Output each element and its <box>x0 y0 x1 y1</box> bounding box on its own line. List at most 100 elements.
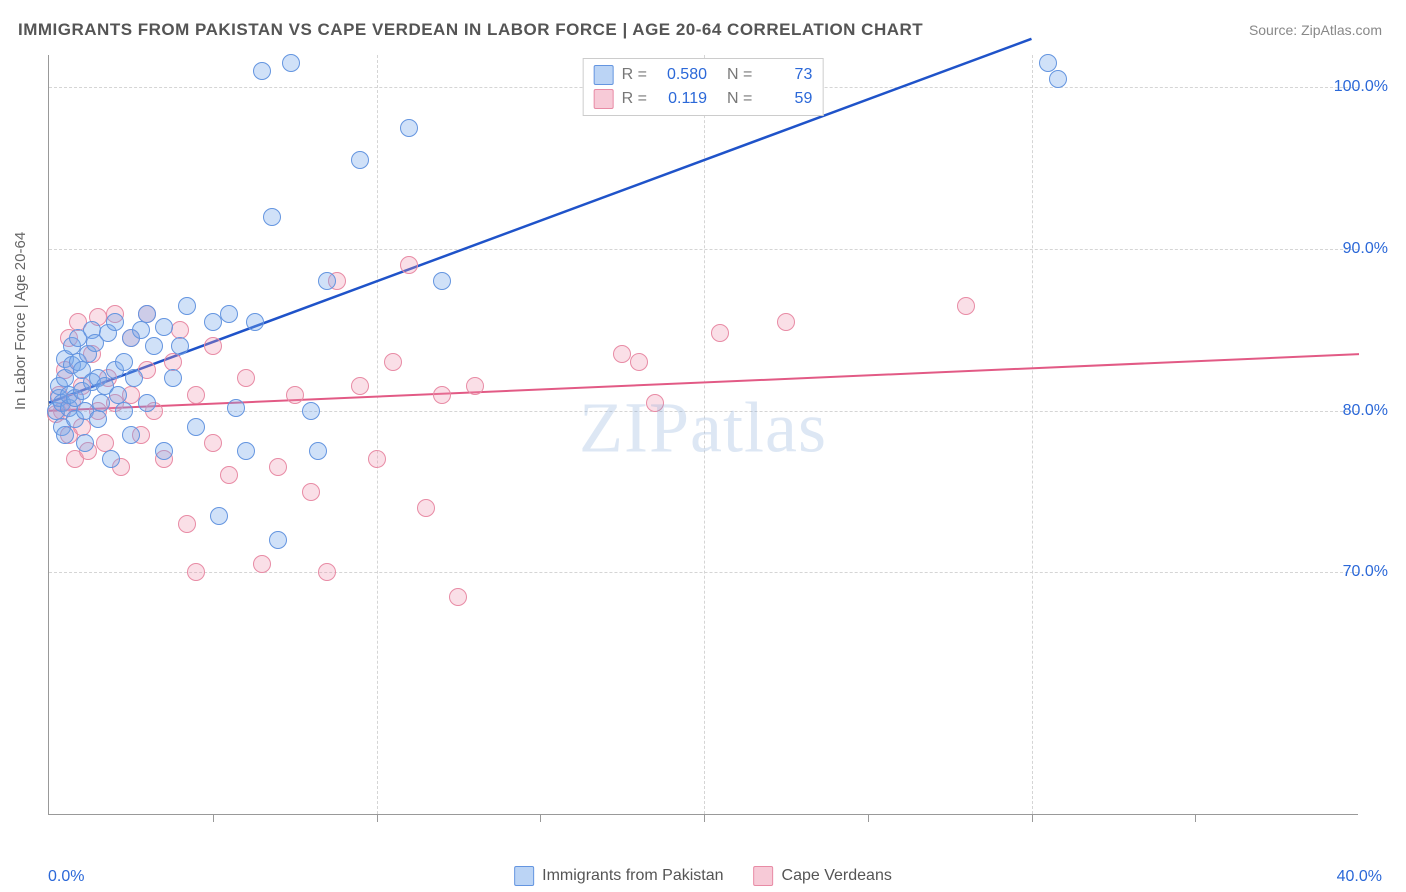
scatter-point <box>106 313 124 331</box>
scatter-point <box>711 324 729 342</box>
scatter-point <box>92 394 110 412</box>
swatch-pink-icon <box>754 866 774 886</box>
trend-line <box>49 39 1032 403</box>
gridline-v <box>704 55 705 814</box>
scatter-point <box>187 418 205 436</box>
y-axis-label: In Labor Force | Age 20-64 <box>12 232 29 410</box>
scatter-point <box>187 563 205 581</box>
scatter-point <box>351 377 369 395</box>
series-legend: Immigrants from Pakistan Cape Verdeans <box>514 866 892 886</box>
scatter-point <box>263 208 281 226</box>
scatter-point <box>204 313 222 331</box>
scatter-point <box>449 588 467 606</box>
r-label: R = <box>622 63 647 87</box>
scatter-point <box>646 394 664 412</box>
r-value-pink: 0.119 <box>655 87 707 111</box>
scatter-point <box>1039 54 1057 72</box>
n-label: N = <box>727 87 752 111</box>
scatter-point <box>178 297 196 315</box>
swatch-pink-icon <box>594 89 614 109</box>
x-minor-tick <box>540 814 541 822</box>
x-minor-tick <box>704 814 705 822</box>
x-tick-label: 40.0% <box>1337 868 1382 886</box>
scatter-point <box>76 434 94 452</box>
scatter-point <box>89 410 107 428</box>
scatter-point <box>237 369 255 387</box>
x-minor-tick <box>213 814 214 822</box>
scatter-point <box>138 305 156 323</box>
x-minor-tick <box>377 814 378 822</box>
scatter-point <box>777 313 795 331</box>
y-tick-label: 90.0% <box>1343 240 1388 258</box>
scatter-point <box>400 119 418 137</box>
swatch-blue-icon <box>514 866 534 886</box>
scatter-point <box>171 337 189 355</box>
scatter-point <box>220 466 238 484</box>
scatter-point <box>253 62 271 80</box>
scatter-point <box>433 272 451 290</box>
scatter-point <box>187 386 205 404</box>
scatter-point <box>957 297 975 315</box>
scatter-point <box>384 353 402 371</box>
x-tick-label: 0.0% <box>48 868 84 886</box>
scatter-point <box>155 318 173 336</box>
n-value-pink: 59 <box>760 87 812 111</box>
legend-label: Cape Verdeans <box>782 867 892 885</box>
r-label: R = <box>622 87 647 111</box>
legend-label: Immigrants from Pakistan <box>542 867 723 885</box>
scatter-point <box>204 337 222 355</box>
scatter-point <box>286 386 304 404</box>
scatter-point <box>318 272 336 290</box>
scatter-point <box>302 402 320 420</box>
scatter-point <box>368 450 386 468</box>
scatter-point <box>269 458 287 476</box>
scatter-point <box>630 353 648 371</box>
scatter-point <box>433 386 451 404</box>
scatter-point <box>400 256 418 274</box>
n-label: N = <box>727 63 752 87</box>
scatter-point <box>237 442 255 460</box>
gridline-v <box>377 55 378 814</box>
x-minor-tick <box>1032 814 1033 822</box>
scatter-point <box>466 377 484 395</box>
correlation-legend: R = 0.580 N = 73 R = 0.119 N = 59 <box>583 58 824 116</box>
scatter-point <box>253 555 271 573</box>
swatch-blue-icon <box>594 65 614 85</box>
scatter-point <box>246 313 264 331</box>
legend-row-blue: R = 0.580 N = 73 <box>594 63 813 87</box>
scatter-point <box>220 305 238 323</box>
scatter-point <box>351 151 369 169</box>
plot-area <box>48 55 1358 815</box>
scatter-point <box>115 402 133 420</box>
n-value-blue: 73 <box>760 63 812 87</box>
x-minor-tick <box>1195 814 1196 822</box>
scatter-point <box>417 499 435 517</box>
legend-row-pink: R = 0.119 N = 59 <box>594 87 813 111</box>
scatter-point <box>145 337 163 355</box>
scatter-point <box>309 442 327 460</box>
scatter-point <box>613 345 631 363</box>
chart-title: IMMIGRANTS FROM PAKISTAN VS CAPE VERDEAN… <box>18 20 923 40</box>
scatter-point <box>1049 70 1067 88</box>
scatter-point <box>125 369 143 387</box>
x-minor-tick <box>868 814 869 822</box>
scatter-point <box>302 483 320 501</box>
scatter-point <box>178 515 196 533</box>
gridline-v <box>1032 55 1033 814</box>
scatter-point <box>155 442 173 460</box>
scatter-point <box>204 434 222 452</box>
scatter-point <box>210 507 228 525</box>
chart-source: Source: ZipAtlas.com <box>1249 22 1382 38</box>
legend-item-blue: Immigrants from Pakistan <box>514 866 723 886</box>
r-value-blue: 0.580 <box>655 63 707 87</box>
scatter-point <box>122 426 140 444</box>
scatter-point <box>115 353 133 371</box>
scatter-point <box>227 399 245 417</box>
y-tick-label: 80.0% <box>1343 402 1388 420</box>
scatter-point <box>102 450 120 468</box>
scatter-point <box>318 563 336 581</box>
y-tick-label: 70.0% <box>1343 563 1388 581</box>
scatter-point <box>138 394 156 412</box>
scatter-point <box>132 321 150 339</box>
scatter-point <box>269 531 287 549</box>
